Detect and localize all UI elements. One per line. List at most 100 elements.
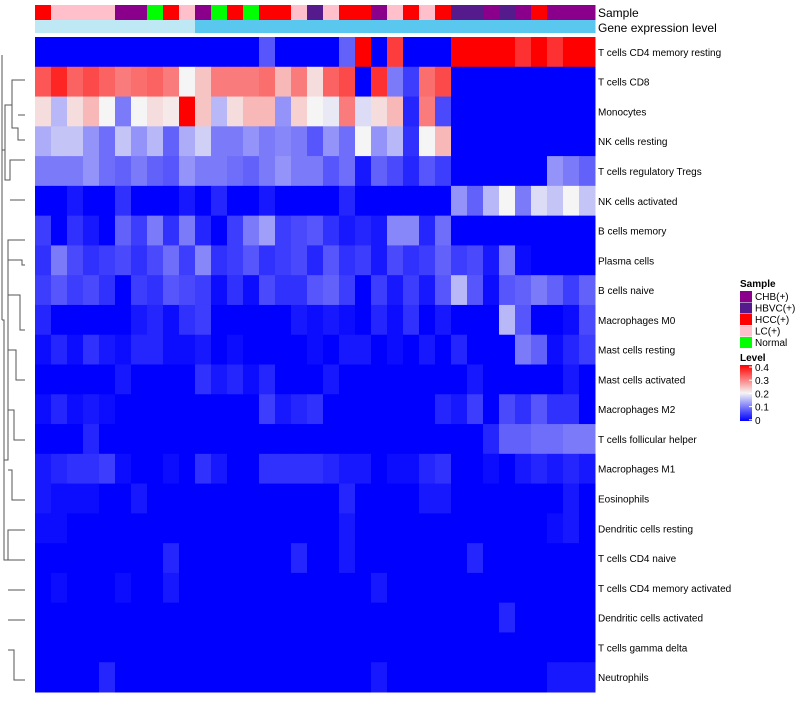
heatmap-cell (259, 602, 276, 633)
heatmap-cell (163, 662, 180, 693)
heatmap-cell (419, 126, 436, 157)
sample-annotation-cell (227, 5, 244, 20)
heatmap-cell (403, 424, 420, 455)
heatmap-cell (483, 364, 500, 395)
heatmap-cell (467, 245, 484, 276)
heatmap-cell (291, 364, 308, 395)
heatmap-cell (451, 632, 468, 663)
heatmap-cell (467, 453, 484, 485)
heatmap-cell (211, 37, 228, 68)
heatmap-cell (435, 543, 452, 574)
heatmap-cell (227, 453, 244, 485)
gene-level-annotation-cell (419, 20, 436, 33)
heatmap-cell (147, 304, 164, 336)
heatmap-cell (387, 632, 404, 663)
heatmap-cell (515, 662, 532, 693)
heatmap-cell (339, 572, 356, 604)
heatmap-cell (419, 394, 436, 425)
row-label: Mast cells activated (598, 375, 685, 386)
heatmap-cell (227, 632, 244, 663)
heatmap-cell (339, 126, 356, 157)
row-label: T cells CD4 naive (598, 554, 677, 565)
heatmap-cell (307, 453, 324, 485)
heatmap-cell (435, 662, 452, 693)
heatmap-cell (179, 483, 196, 514)
heatmap-cell (163, 156, 180, 187)
heatmap-cell (547, 662, 564, 693)
row-label: Dendritic cells resting (598, 524, 693, 535)
heatmap-cell (227, 424, 244, 455)
heatmap-cell (51, 304, 68, 336)
heatmap-cell (563, 424, 580, 455)
heatmap-cell (99, 334, 116, 365)
heatmap-cell (531, 483, 548, 514)
heatmap-cell (67, 334, 84, 365)
heatmap-cell (195, 364, 212, 395)
heatmap-cell (243, 453, 260, 485)
heatmap-cell (195, 602, 212, 633)
heatmap-cell (403, 334, 420, 365)
heatmap-cell (243, 96, 260, 127)
heatmap-cell (291, 245, 308, 276)
heatmap-cell (355, 156, 372, 187)
legend-tick-label: 0 (755, 416, 761, 427)
legend-tick-label: 0.4 (755, 363, 769, 374)
heatmap-cell (115, 632, 132, 663)
heatmap-cell (531, 275, 548, 306)
heatmap-cell (339, 156, 356, 187)
heatmap-cell (435, 275, 452, 306)
heatmap-cell (307, 662, 324, 693)
row-label: NK cells resting (598, 137, 667, 148)
heatmap-cell (499, 126, 516, 157)
heatmap-cell (259, 632, 276, 663)
heatmap-cell (579, 334, 596, 365)
heatmap-cell (403, 364, 420, 395)
heatmap-cell (35, 37, 52, 68)
heatmap-cell (51, 215, 68, 246)
heatmap-cell (371, 364, 388, 395)
heatmap-cell (211, 304, 228, 336)
heatmap-cell (275, 334, 292, 365)
heatmap-cell (419, 185, 436, 217)
heatmap-cell (99, 394, 116, 425)
heatmap-cell (35, 126, 52, 157)
heatmap-cell (195, 275, 212, 306)
heatmap-cell (355, 185, 372, 217)
heatmap-cell (35, 275, 52, 306)
heatmap-cell (371, 156, 388, 187)
heatmap-cell (243, 304, 260, 336)
heatmap-cell (483, 245, 500, 276)
heatmap-cell (403, 662, 420, 693)
heatmap-cell (51, 334, 68, 365)
heatmap-cell (163, 334, 180, 365)
heatmap-cell (227, 394, 244, 425)
gene-level-annotation-cell (35, 20, 52, 33)
sample-annotation-cell (531, 5, 548, 20)
heatmap-cell (99, 37, 116, 68)
heatmap-cell (499, 185, 516, 217)
heatmap-cell (163, 543, 180, 574)
heatmap-cell (83, 245, 100, 276)
heatmap-cell (35, 483, 52, 514)
heatmap-cell (467, 185, 484, 217)
heatmap-cell (307, 37, 324, 68)
heatmap-cell (499, 275, 516, 306)
heatmap-cell (579, 424, 596, 455)
heatmap-cell (115, 156, 132, 187)
heatmap-cell (579, 572, 596, 604)
heatmap-cell (275, 632, 292, 663)
heatmap-cell (99, 304, 116, 336)
heatmap-cell (115, 543, 132, 574)
heatmap-cell (323, 215, 340, 246)
heatmap-cell (403, 185, 420, 217)
heatmap-cell (259, 275, 276, 306)
heatmap-cell (483, 453, 500, 485)
heatmap-cell (467, 543, 484, 574)
heatmap-cell (51, 275, 68, 306)
heatmap-cell (131, 245, 148, 276)
heatmap-cell (163, 602, 180, 633)
row-label: Neutrophils (598, 673, 649, 684)
heatmap-cell (483, 334, 500, 365)
heatmap-cell (323, 543, 340, 574)
